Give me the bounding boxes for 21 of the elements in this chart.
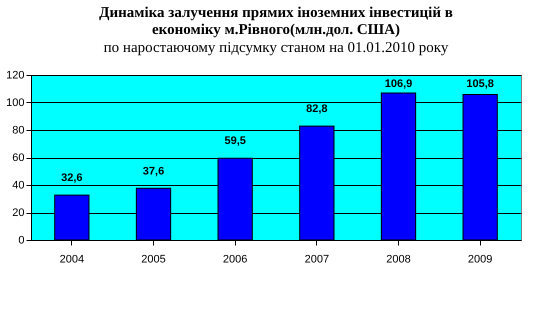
y-tick-label: 20 xyxy=(12,207,24,219)
y-tick-label: 80 xyxy=(12,124,24,136)
x-tick-label: 2007 xyxy=(304,254,330,266)
chart-subtitle: по наростаючому підсумку станом на 01.01.2010 року xyxy=(104,40,449,56)
y-tick-label: 40 xyxy=(12,180,24,192)
y-tick-label: 60 xyxy=(12,152,24,164)
y-tick-label: 120 xyxy=(6,70,24,82)
y-tick-label: 100 xyxy=(6,97,24,109)
y-tick-label: 0 xyxy=(18,234,24,246)
data-label: 106,9 xyxy=(384,78,412,90)
data-label: 37,6 xyxy=(142,165,164,178)
x-tick-label: 2005 xyxy=(141,254,166,266)
data-label: 82,8 xyxy=(306,103,328,116)
data-label: 32,6 xyxy=(61,172,83,184)
data-label: 59,5 xyxy=(224,135,246,148)
x-tick-label: 2006 xyxy=(222,254,248,266)
chart-title: Динаміка залучення прямих іноземних інвестицій в економіку м.Рівного(млн.дол. США) xyxy=(99,5,453,38)
data-label: 105,8 xyxy=(466,78,494,90)
x-tick-label: 2008 xyxy=(386,254,411,266)
x-tick-label: 2009 xyxy=(468,254,492,266)
x-tick-label: 2004 xyxy=(60,254,84,266)
